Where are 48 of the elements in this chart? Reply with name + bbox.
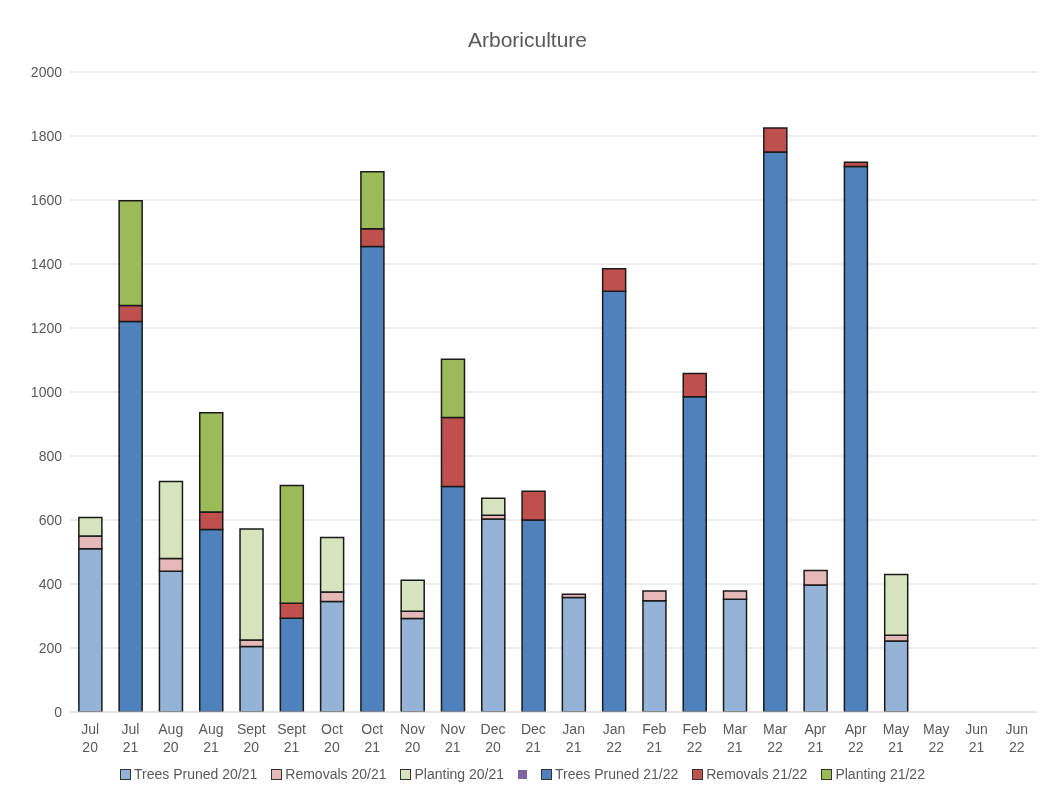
legend-label: Planting 20/21: [414, 766, 504, 782]
x-tick-label: May 21: [882, 721, 910, 755]
y-tick-label: 200: [38, 639, 63, 656]
legend-label: Planting 21/22: [835, 766, 925, 782]
x-tick-label: Mar 22: [763, 721, 788, 755]
x-tick-label: Jul 20: [81, 721, 100, 755]
y-tick-label: 800: [38, 447, 63, 464]
legend-label: Trees Pruned 20/21: [134, 766, 258, 782]
legend-label: Removals 20/21: [285, 766, 387, 782]
y-tick-label: 1000: [30, 383, 63, 400]
x-tick-label: Oct 21: [361, 721, 384, 755]
x-tick-label: Apr 21: [804, 721, 827, 755]
bar: [239, 645, 264, 712]
x-tick-label: Jun 21: [965, 721, 988, 755]
x-tick-label: Nov 21: [440, 721, 466, 755]
x-tick-label: Aug 21: [198, 721, 224, 755]
y-tick-label: 1600: [30, 191, 63, 208]
chart-title: Arboriculture: [466, 27, 589, 53]
x-tick-label: Jan 22: [602, 721, 626, 755]
x-tick-label: Mar 21: [722, 721, 748, 755]
x-tick-label: Nov 20: [400, 721, 425, 755]
bar: [561, 596, 587, 712]
y-tick-label: 600: [38, 511, 63, 528]
y-tick-label: 0: [54, 703, 63, 720]
y-tick-label: 2000: [30, 63, 63, 80]
x-tick-label: Aug 20: [158, 721, 184, 755]
x-tick-label: Oct 20: [321, 721, 343, 755]
x-tick-label: Feb 22: [682, 721, 707, 755]
y-tick-label: 1800: [30, 127, 63, 144]
x-tick-label: Sept 21: [277, 721, 307, 755]
legend-label: Trees Pruned 21/22: [555, 766, 679, 782]
bar: [481, 518, 506, 712]
x-tick-label: May 22: [923, 721, 950, 755]
x-tick-label: Dec 21: [520, 721, 546, 755]
legend-label: Removals 21/22: [706, 766, 808, 782]
x-tick-label: Dec 20: [480, 721, 506, 755]
bar: [843, 165, 869, 712]
x-tick-label: Sept 20: [236, 721, 266, 755]
y-tick-label: 1400: [30, 255, 63, 272]
x-tick-label: Feb 21: [642, 721, 667, 755]
x-tick-label: Jun 22: [1005, 721, 1029, 755]
x-tick-label: Jan 21: [562, 721, 585, 755]
y-tick-label: 1200: [30, 319, 63, 336]
x-tick-label: Jul 21: [121, 721, 140, 755]
y-tick-label: 400: [38, 575, 63, 592]
bar: [481, 497, 506, 516]
bar: [883, 640, 909, 712]
x-tick-label: Apr 22: [844, 721, 867, 755]
